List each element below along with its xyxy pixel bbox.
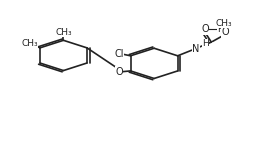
Text: Cl: Cl bbox=[114, 49, 124, 59]
Text: O: O bbox=[222, 27, 229, 37]
Text: CH₃: CH₃ bbox=[55, 28, 72, 37]
Text: H: H bbox=[217, 25, 224, 34]
Text: CH₃: CH₃ bbox=[21, 39, 38, 48]
Text: N: N bbox=[192, 44, 199, 54]
Text: O: O bbox=[115, 67, 123, 77]
Text: H: H bbox=[202, 39, 209, 48]
Text: O: O bbox=[201, 24, 209, 34]
Text: CH₃: CH₃ bbox=[216, 19, 233, 28]
